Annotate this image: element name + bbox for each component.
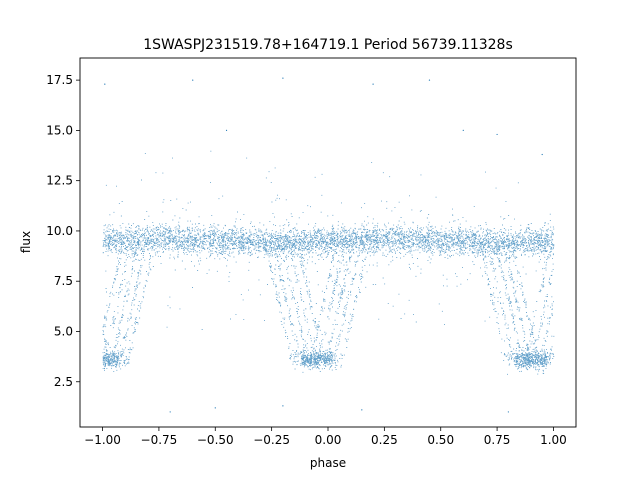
y-tick-label: 10.0 — [46, 224, 73, 238]
outlier-point — [169, 411, 171, 413]
outlier-point — [541, 153, 543, 156]
x-tick-label: −1.00 — [84, 433, 121, 447]
x-tick-label: −0.50 — [197, 433, 234, 447]
outlier-point — [428, 79, 431, 81]
x-tick-label: −0.25 — [253, 433, 290, 447]
x-tick-label: 0.75 — [484, 433, 511, 447]
y-axis-ticks: 2.5 5.0 7.5 10.0 12.5 15.0 17.5 — [46, 73, 80, 389]
outlier-point — [282, 405, 284, 407]
outlier-point — [282, 77, 284, 79]
y-tick-label: 12.5 — [46, 174, 73, 188]
x-axis-ticks: −1.00 −0.75 −0.50 −0.25 0.00 0.25 0.50 0.75 1.00 — [84, 427, 567, 447]
chart-title: 1SWASPJ231519.78+164719.1 Period 56739.1… — [143, 37, 513, 53]
x-tick-label: 1.00 — [540, 433, 567, 447]
x-tick-label: 0.00 — [315, 433, 342, 447]
y-tick-label: 5.0 — [54, 324, 73, 338]
outlier-point — [214, 407, 216, 409]
x-tick-label: 0.25 — [371, 433, 398, 447]
y-tick-label: 15.0 — [46, 123, 73, 137]
scatter-points — [102, 77, 555, 413]
y-tick-label: 2.5 — [54, 375, 73, 389]
y-tick-label: 7.5 — [54, 274, 73, 288]
outlier-point — [372, 83, 374, 85]
x-tick-label: 0.50 — [427, 433, 454, 447]
outlier-point — [507, 411, 509, 413]
y-tick-label: 17.5 — [46, 73, 73, 87]
outlier-point — [192, 79, 194, 81]
y-axis-label: flux — [19, 231, 33, 253]
light-curve-points — [102, 150, 555, 375]
outlier-point — [496, 133, 498, 136]
x-tick-label: −0.75 — [141, 433, 178, 447]
outlier-point — [462, 129, 464, 131]
outlier-point — [104, 83, 106, 85]
x-axis-label: phase — [310, 456, 346, 470]
outlier-point — [361, 409, 363, 411]
outlier-point — [225, 129, 228, 131]
